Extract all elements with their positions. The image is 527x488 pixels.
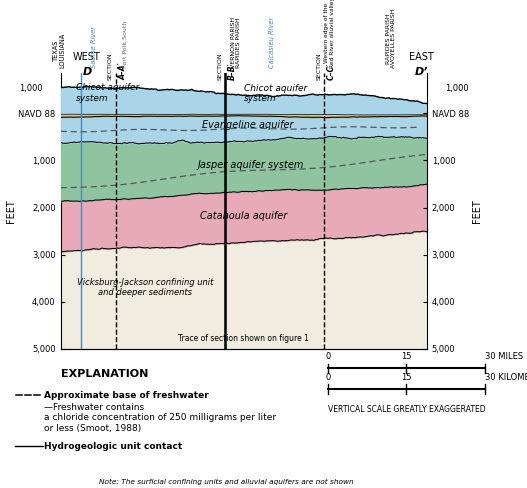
Text: Hydrogeologic unit contact: Hydrogeologic unit contact [44,442,183,451]
Text: Note: The surficial confining units and alluvial aquifers are not shown: Note: The surficial confining units and … [99,479,354,485]
Text: or less (Smoot, 1988): or less (Smoot, 1988) [44,424,142,432]
Text: 15: 15 [401,352,412,361]
Text: 0: 0 [325,373,330,382]
Text: Chicot aquifer
system: Chicot aquifer system [76,83,139,102]
Text: SECTION: SECTION [317,53,322,80]
Text: RAPIDES PARISH
AVOYELLES PARISH: RAPIDES PARISH AVOYELLES PARISH [386,9,396,68]
Text: Trace of section shown on figure 1: Trace of section shown on figure 1 [178,334,309,343]
Text: TEXAS
LOUISIANA: TEXAS LOUISIANA [53,33,65,68]
Text: VERTICAL SCALE GREATLY EXAGGERATED: VERTICAL SCALE GREATLY EXAGGERATED [328,406,485,414]
Text: EAST: EAST [409,52,434,62]
Text: 30 MILES: 30 MILES [485,352,523,361]
Text: SECTION: SECTION [108,53,113,80]
Text: Approximate base of freshwater: Approximate base of freshwater [44,391,209,400]
Text: B–B′: B–B′ [228,62,237,80]
Text: Catahoula aquifer: Catahoula aquifer [200,210,287,221]
Text: Fort Polk South: Fort Polk South [123,21,128,68]
Text: a chloride concentration of 250 milligrams per liter: a chloride concentration of 250 milligra… [44,413,277,422]
Text: Evangeline aquifer: Evangeline aquifer [202,120,293,130]
Text: —Freshwater contains: —Freshwater contains [44,403,144,412]
Y-axis label: FEET: FEET [6,199,16,223]
Text: C–C′: C–C′ [327,63,336,80]
Text: 15: 15 [401,373,412,382]
Text: 0: 0 [325,352,330,361]
Text: SECTION: SECTION [218,53,223,80]
Text: Vicksburg-Jackson confining unit
and deeper sediments: Vicksburg-Jackson confining unit and dee… [76,278,213,297]
Text: Calcasieu River: Calcasieu River [269,17,275,68]
Text: 1,000: 1,000 [18,84,42,93]
Text: Jasper aquifer system: Jasper aquifer system [198,160,304,170]
Text: WEST: WEST [73,52,101,62]
Text: D’: D’ [415,67,428,77]
Text: 30 KILOMETERS: 30 KILOMETERS [485,373,527,382]
Text: D: D [82,67,92,77]
Text: A–A′: A–A′ [118,62,127,80]
Text: 1,000: 1,000 [445,84,469,93]
Text: VERNON PARISH
RAPIDES PARISH: VERNON PARISH RAPIDES PARISH [231,17,241,68]
Text: Chicot aquifer
system: Chicot aquifer system [243,84,307,103]
Text: Sabine River: Sabine River [91,26,97,68]
Y-axis label: FEET: FEET [472,199,482,223]
Text: Western edge of the
Red River alluvial valley: Western edge of the Red River alluvial v… [324,0,335,68]
Text: EXPLANATION: EXPLANATION [61,369,148,380]
